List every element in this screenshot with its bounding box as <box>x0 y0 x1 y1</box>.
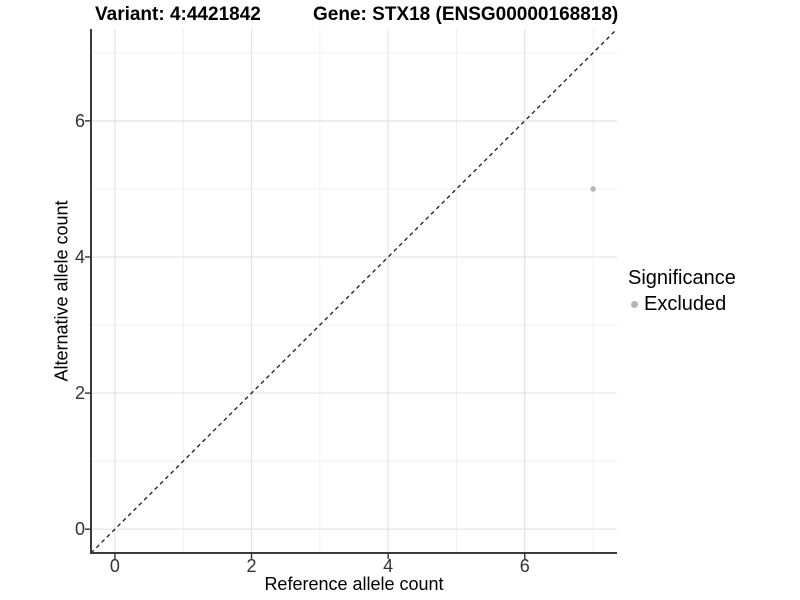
x-tick-label: 0 <box>110 556 120 576</box>
identity-reference-line <box>90 28 618 554</box>
x-axis-title: Reference allele count <box>264 574 444 594</box>
plot-title-variant: Variant: 4:4421842 <box>95 4 261 25</box>
x-tick-label: 4 <box>383 556 393 576</box>
legend-item: Excluded <box>631 293 736 316</box>
legend-title: Significance <box>628 267 736 289</box>
x-tick-label: 6 <box>520 556 530 576</box>
y-axis-title: Alternative allele count <box>51 200 72 382</box>
legend: Significance Excluded <box>628 267 736 316</box>
y-tick-label: 4 <box>75 247 85 267</box>
x-tick-label: 2 <box>247 556 257 576</box>
y-tick-label: 2 <box>75 383 85 403</box>
y-tick-label: 0 <box>75 519 85 539</box>
plot-title-gene: Gene: STX18 (ENSG00000168818) <box>313 4 619 25</box>
y-tick-label: 6 <box>75 111 85 131</box>
legend-point-icon <box>631 301 638 308</box>
data-point <box>590 186 596 192</box>
legend-item-label: Excluded <box>644 293 727 315</box>
